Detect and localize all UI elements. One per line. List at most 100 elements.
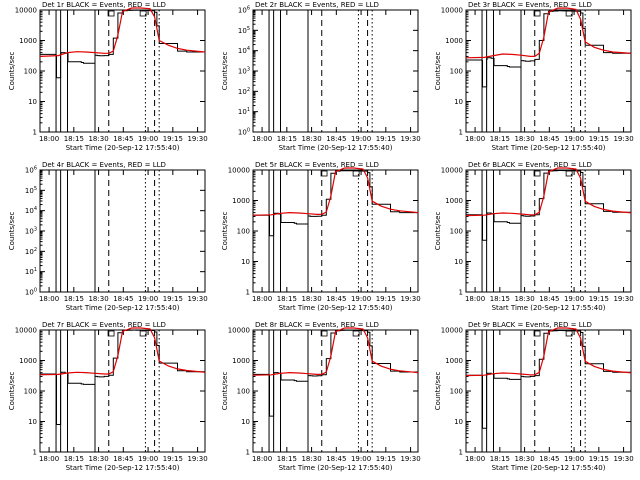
x-tick-label: 18:30	[301, 135, 321, 143]
y-tick-label: 1000	[232, 197, 250, 205]
x-tick-label: 19:00	[138, 135, 158, 143]
x-tick-label: 19:30	[613, 455, 633, 463]
x-tick-label: 19:30	[400, 455, 420, 463]
detector-panel-5r: Det 5r BLACK = Events, RED = LLD 1 10 100 10…	[221, 161, 421, 312]
y-tick-label: 1000	[445, 197, 463, 205]
series-events-line	[253, 329, 419, 417]
x-tick-label: 19:15	[163, 295, 183, 303]
x-tick-label: 18:30	[514, 295, 534, 303]
y-tick-label: 105	[238, 26, 250, 35]
y-tick-label: 100	[450, 228, 463, 236]
x-tick-label: 18:15	[490, 135, 510, 143]
y-tick-label: 10	[28, 98, 37, 106]
x-tick-label: 19:30	[400, 135, 420, 143]
x-tick-label: 19:15	[376, 135, 396, 143]
x-axis-label: Start Time (20-Sep-12 17:55:40)	[66, 464, 180, 472]
y-tick-label: 100	[25, 288, 37, 297]
y-tick-label: 101	[25, 267, 37, 276]
y-axis-label: Counts/sec	[8, 372, 16, 411]
plot-frame	[39, 329, 206, 453]
y-axis-label: Counts/sec	[221, 372, 229, 411]
x-tick-label: 18:15	[277, 455, 297, 463]
saturation-marker	[352, 170, 360, 177]
x-tick-label: 19:30	[613, 135, 633, 143]
y-tick-label: 10	[454, 418, 463, 426]
y-tick-label: 1	[459, 449, 463, 457]
series-lld-line	[465, 167, 632, 217]
panel-title: Det 7r BLACK = Events, RED = LLD	[42, 321, 166, 329]
x-tick-label: 18:00	[39, 135, 59, 143]
y-axis-label: Counts/sec	[434, 212, 442, 251]
series-lld-line	[465, 327, 632, 377]
x-tick-label: 18:00	[252, 135, 272, 143]
x-tick-label: 18:30	[514, 455, 534, 463]
y-tick-label: 10	[28, 418, 37, 426]
x-tick-label: 18:45	[113, 295, 133, 303]
y-tick-label: 10000	[441, 7, 463, 15]
x-axis-label: Start Time (20-Sep-12 17:55:40)	[492, 144, 606, 152]
x-tick-label: 18:00	[465, 295, 485, 303]
y-tick-label: 1000	[445, 37, 463, 45]
y-axis-label: Counts/sec	[221, 212, 229, 251]
x-tick-label: 19:30	[187, 455, 207, 463]
x-tick-label: 19:15	[163, 455, 183, 463]
x-tick-label: 18:15	[277, 295, 297, 303]
y-tick-label: 106	[238, 6, 250, 15]
series-events-line	[466, 330, 632, 429]
y-tick-label: 10000	[228, 327, 250, 335]
y-tick-label: 100	[450, 68, 463, 76]
y-tick-label: 100	[450, 388, 463, 396]
y-axis-label: Counts/sec	[8, 212, 16, 251]
x-tick-label: 18:15	[490, 295, 510, 303]
x-tick-label: 18:00	[39, 295, 59, 303]
x-tick-label: 19:15	[589, 135, 609, 143]
x-tick-label: 19:00	[351, 295, 371, 303]
y-tick-label: 106	[25, 166, 37, 175]
y-tick-label: 1	[33, 129, 37, 137]
y-tick-label: 101	[238, 107, 250, 116]
x-tick-label: 18:15	[490, 455, 510, 463]
y-tick-label: 1	[459, 289, 463, 297]
x-tick-label: 19:15	[376, 295, 396, 303]
y-tick-label: 1000	[445, 357, 463, 365]
series-lld-line	[252, 167, 419, 216]
x-tick-label: 19:00	[351, 135, 371, 143]
y-tick-label: 1000	[19, 37, 37, 45]
x-tick-label: 18:30	[88, 135, 108, 143]
plot-frame	[252, 9, 419, 133]
series-lld-line	[465, 7, 632, 59]
saturation-marker	[565, 10, 573, 17]
x-tick-label: 18:30	[301, 295, 321, 303]
y-tick-label: 10000	[441, 167, 463, 175]
x-tick-label: 19:00	[138, 295, 158, 303]
x-tick-label: 18:15	[64, 455, 84, 463]
x-tick-label: 18:30	[88, 295, 108, 303]
x-axis-label: Start Time (20-Sep-12 17:55:40)	[279, 464, 393, 472]
panel-title: Det 2r BLACK = Events, RED = LLD	[255, 1, 379, 9]
y-tick-label: 103	[238, 67, 250, 76]
y-tick-label: 1	[246, 289, 250, 297]
x-tick-label: 18:45	[539, 295, 559, 303]
x-tick-label: 19:00	[564, 295, 584, 303]
x-tick-label: 18:15	[64, 295, 84, 303]
y-tick-label: 10	[454, 258, 463, 266]
y-tick-label: 104	[238, 46, 250, 55]
plot-frame	[252, 169, 419, 293]
y-axis-label: Counts/sec	[434, 52, 442, 91]
saturation-marker	[139, 330, 147, 337]
x-tick-label: 18:15	[64, 135, 84, 143]
y-tick-label: 103	[25, 227, 37, 236]
saturation-marker	[107, 10, 115, 17]
x-tick-label: 18:00	[39, 455, 59, 463]
y-tick-label: 1000	[19, 357, 37, 365]
saturation-marker	[352, 330, 360, 337]
y-tick-label: 1	[459, 129, 463, 137]
x-tick-label: 19:00	[138, 455, 158, 463]
x-tick-label: 19:15	[163, 135, 183, 143]
saturation-marker	[320, 170, 328, 177]
x-axis-label: Start Time (20-Sep-12 17:55:40)	[66, 144, 180, 152]
detector-panel-2r: Det 2r BLACK = Events, RED = LLD 100 101 10…	[221, 1, 421, 152]
saturation-marker	[107, 330, 115, 337]
x-tick-label: 18:45	[113, 455, 133, 463]
series-events-line	[466, 10, 632, 88]
